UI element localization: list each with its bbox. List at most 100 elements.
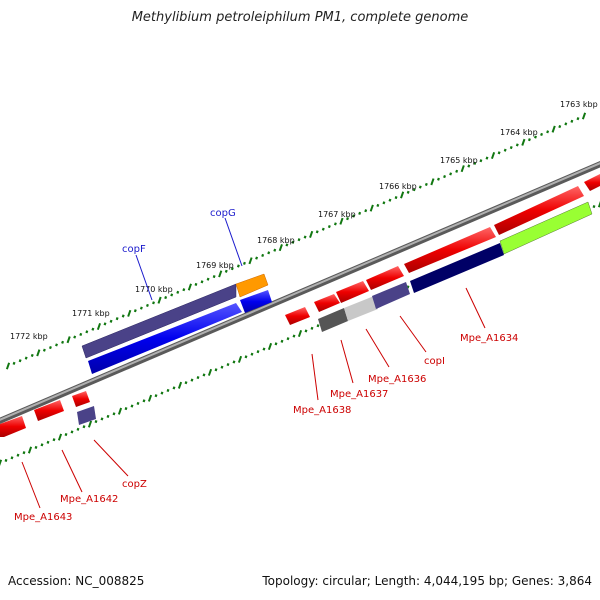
- scale-tick: [100, 417, 104, 421]
- scale-tick: [297, 329, 303, 338]
- scale-tick: [79, 332, 83, 336]
- scale-tick: [236, 264, 240, 268]
- scale-tick: [232, 360, 236, 364]
- scale-label-1772: 1772 kbp: [10, 332, 48, 341]
- scale-tick: [262, 347, 266, 351]
- scale-tick: [255, 256, 259, 260]
- scale-tick: [490, 151, 496, 160]
- gene-Mpe_A1634[interactable]: [499, 201, 593, 255]
- scale-label-1763: 1763 kbp: [560, 100, 598, 109]
- scale-label-1768: 1768 kbp: [257, 236, 295, 245]
- gene-Mpe_A1637[interactable]: [344, 296, 378, 321]
- scale-tick: [136, 401, 140, 405]
- scale-tick: [172, 386, 176, 390]
- scale-tick: [220, 365, 224, 369]
- scale-tick: [467, 164, 471, 168]
- scale-tick: [218, 270, 223, 278]
- scale-tick: [0, 459, 3, 467]
- scale-tick: [430, 178, 435, 186]
- scale-tick: [117, 407, 123, 415]
- scale-tick: [256, 350, 260, 354]
- scale-tick: [46, 440, 50, 444]
- label-Mpe_A1642: Mpe_A1642: [60, 494, 118, 505]
- scale-tick: [280, 339, 284, 343]
- scale-tick: [96, 322, 102, 331]
- scale-tick: [94, 419, 98, 424]
- scale-tick: [278, 244, 283, 252]
- scale-tick: [479, 159, 483, 163]
- scale-track-upper: [5, 112, 587, 370]
- scale-tick: [352, 214, 356, 218]
- label-Mpe_A1637: Mpe_A1637: [330, 389, 388, 400]
- scale-tick: [22, 451, 26, 455]
- scale-tick: [115, 317, 119, 321]
- gene-copG-blue[interactable]: [240, 290, 272, 313]
- scale-tick: [400, 191, 405, 199]
- gene-Mpe_A1643[interactable]: [0, 416, 26, 437]
- scale-tick: [24, 356, 28, 360]
- scale-tick: [57, 433, 63, 441]
- scale-tick: [103, 322, 107, 326]
- scale-tick: [130, 404, 134, 408]
- scale-tick: [248, 257, 253, 265]
- scale-label-1764: 1764 kbp: [500, 128, 538, 137]
- map-title: Methylibium petroleiphilum PM1, complete…: [131, 10, 469, 25]
- scale-label-1769: 1769 kbp: [196, 261, 234, 270]
- upper-strand-genes: [81, 174, 600, 374]
- scale-tick: [154, 394, 158, 398]
- label-Mpe_A1643: Mpe_A1643: [14, 512, 72, 523]
- gene-copG[interactable]: [235, 273, 269, 298]
- gene-red-g[interactable]: [584, 174, 600, 191]
- gene-Mpe_A1638[interactable]: [318, 308, 348, 332]
- scale-tick: [70, 430, 74, 434]
- scale-tick: [339, 217, 344, 225]
- label-Mpe_A1636: Mpe_A1636: [368, 374, 426, 385]
- gene-red-f[interactable]: [494, 186, 584, 235]
- scale-tick: [558, 124, 562, 129]
- scale-tick: [485, 156, 489, 160]
- gene-Mpe_A1636[interactable]: [372, 282, 410, 309]
- scale-tick: [309, 230, 314, 238]
- scale-tick: [133, 309, 137, 313]
- scale-tick: [364, 209, 368, 213]
- scale-label-1765: 1765 kbp: [440, 156, 478, 165]
- gene-copF[interactable]: [88, 303, 242, 374]
- scale-tick: [40, 443, 44, 447]
- gene-red-c[interactable]: [336, 281, 369, 303]
- scale-tick: [406, 190, 410, 194]
- scale-tick: [27, 446, 33, 454]
- scale-tick: [164, 296, 168, 300]
- scale-label-1770: 1770 kbp: [135, 285, 173, 294]
- gene-copF-band[interactable]: [81, 283, 237, 359]
- gene-red-a[interactable]: [285, 307, 310, 325]
- scale-tick: [121, 314, 125, 318]
- scale-label-1766: 1766 kbp: [379, 182, 417, 191]
- scale-tick: [315, 230, 319, 234]
- gene-copZ[interactable]: [77, 406, 96, 425]
- scale-tick: [18, 359, 22, 363]
- scale-tick: [170, 293, 174, 297]
- scale-tick: [212, 274, 216, 279]
- scale-tick: [327, 224, 331, 229]
- gene-red-e[interactable]: [404, 227, 496, 273]
- scale-tick: [147, 394, 153, 402]
- scale-tick: [515, 143, 519, 147]
- gene-Mpe_A1642[interactable]: [34, 400, 64, 421]
- scale-tick: [321, 227, 325, 231]
- gene-red-h[interactable]: [72, 391, 90, 407]
- scale-tick: [106, 414, 110, 418]
- scale-tick: [145, 303, 149, 308]
- scale-tick: [521, 138, 526, 146]
- label-copG: copG: [210, 208, 236, 219]
- scale-tick: [297, 238, 301, 242]
- gene-red-d[interactable]: [366, 266, 404, 290]
- scale-tick: [376, 203, 380, 208]
- scale-tick: [497, 151, 501, 155]
- gene-red-b[interactable]: [314, 294, 340, 312]
- scale-tick: [267, 251, 271, 255]
- gene-copI[interactable]: [410, 243, 504, 293]
- scale-tick: [443, 174, 447, 179]
- scale-tick: [509, 146, 513, 150]
- scale-tick: [261, 253, 265, 258]
- scale-tick: [82, 425, 86, 429]
